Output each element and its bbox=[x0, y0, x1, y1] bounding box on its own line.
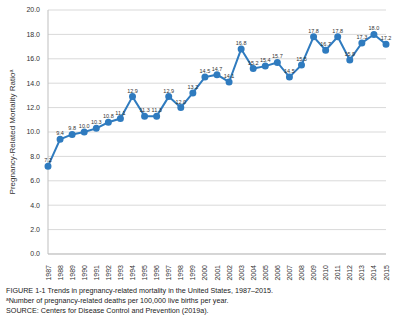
svg-text:15.4: 15.4 bbox=[260, 57, 271, 63]
svg-text:16.0: 16.0 bbox=[26, 55, 40, 62]
svg-text:12.9: 12.9 bbox=[127, 88, 138, 94]
svg-text:14.5: 14.5 bbox=[200, 68, 211, 74]
svg-text:14.7: 14.7 bbox=[212, 66, 223, 72]
html-text:FIGURE 1-1 Trends in pregnancy: FIGURE 1-1 Trends in pregnancy-related m… bbox=[6, 286, 273, 295]
svg-text:1999: 1999 bbox=[189, 265, 196, 281]
svg-text:2003: 2003 bbox=[238, 265, 245, 281]
svg-text:0.0: 0.0 bbox=[30, 250, 40, 257]
html-text:SOURCE: Centers for Disease Co: SOURCE: Centers for Disease Control and … bbox=[6, 306, 209, 315]
svg-text:15.2: 15.2 bbox=[248, 60, 259, 66]
svg-text:20.0: 20.0 bbox=[26, 6, 40, 13]
svg-text:15.7: 15.7 bbox=[272, 53, 283, 59]
svg-text:2001: 2001 bbox=[214, 265, 221, 281]
svg-text:2012: 2012 bbox=[346, 265, 353, 281]
svg-text:2009: 2009 bbox=[310, 265, 317, 281]
svg-text:4.0: 4.0 bbox=[30, 202, 40, 209]
svg-text:1987: 1987 bbox=[45, 265, 52, 281]
svg-text:1996: 1996 bbox=[153, 265, 160, 281]
svg-text:13.2: 13.2 bbox=[187, 84, 198, 90]
svg-text:2011: 2011 bbox=[334, 265, 341, 280]
svg-text:1990: 1990 bbox=[81, 265, 88, 281]
svg-text:10.3: 10.3 bbox=[91, 119, 102, 125]
svg-text:15.9: 15.9 bbox=[344, 51, 355, 57]
svg-text:2013: 2013 bbox=[358, 265, 365, 281]
svg-text:18.0: 18.0 bbox=[26, 31, 40, 38]
svg-text:7.2: 7.2 bbox=[44, 157, 52, 163]
svg-text:1989: 1989 bbox=[69, 265, 76, 281]
svg-text:2004: 2004 bbox=[250, 265, 257, 281]
svg-text:11.1: 11.1 bbox=[115, 110, 125, 116]
svg-text:12.0: 12.0 bbox=[175, 99, 186, 105]
svg-text:Pregnancy-Related Mortality Ra: Pregnancy-Related Mortality Ratioᵃ bbox=[8, 69, 17, 195]
svg-text:17.3: 17.3 bbox=[356, 34, 367, 40]
svg-text:2014: 2014 bbox=[370, 265, 377, 281]
svg-text:12.0: 12.0 bbox=[26, 104, 40, 111]
svg-text:17.2: 17.2 bbox=[381, 35, 392, 41]
svg-text:6.0: 6.0 bbox=[30, 177, 40, 184]
svg-text:14.5: 14.5 bbox=[284, 68, 295, 74]
svg-text:9.4: 9.4 bbox=[56, 130, 64, 136]
svg-text:14.1: 14.1 bbox=[224, 73, 235, 79]
svg-text:2005: 2005 bbox=[262, 265, 269, 281]
svg-text:8.0: 8.0 bbox=[30, 153, 40, 160]
svg-text:2002: 2002 bbox=[226, 265, 233, 281]
svg-text:12.9: 12.9 bbox=[163, 88, 174, 94]
svg-text:1992: 1992 bbox=[105, 265, 112, 281]
svg-text:2000: 2000 bbox=[201, 265, 208, 281]
svg-text:10.8: 10.8 bbox=[103, 113, 114, 119]
html-text:ᵃNumber of pregnancy-related d: ᵃNumber of pregnancy-related deaths per … bbox=[6, 296, 229, 305]
svg-text:2.0: 2.0 bbox=[30, 226, 40, 233]
svg-text:17.8: 17.8 bbox=[332, 28, 343, 34]
svg-text:1994: 1994 bbox=[129, 265, 136, 281]
svg-text:10.0: 10.0 bbox=[79, 123, 90, 129]
svg-text:1988: 1988 bbox=[57, 265, 64, 281]
svg-text:9.8: 9.8 bbox=[68, 125, 76, 131]
svg-text:18.0: 18.0 bbox=[369, 25, 380, 31]
svg-text:14.0: 14.0 bbox=[26, 80, 40, 87]
svg-text:2010: 2010 bbox=[322, 265, 329, 281]
svg-text:16.7: 16.7 bbox=[320, 41, 331, 47]
svg-text:1997: 1997 bbox=[165, 265, 172, 281]
svg-text:15.5: 15.5 bbox=[296, 56, 307, 62]
svg-text:17.8: 17.8 bbox=[308, 28, 319, 34]
svg-text:1998: 1998 bbox=[177, 265, 184, 281]
svg-text:2008: 2008 bbox=[298, 265, 305, 281]
svg-text:11.3: 11.3 bbox=[139, 107, 149, 113]
svg-text:2015: 2015 bbox=[383, 265, 390, 281]
svg-text:1995: 1995 bbox=[141, 265, 148, 281]
svg-text:16.8: 16.8 bbox=[236, 40, 247, 46]
svg-text:1993: 1993 bbox=[117, 265, 124, 281]
svg-text:2006: 2006 bbox=[274, 265, 281, 281]
svg-text:11.3: 11.3 bbox=[151, 107, 161, 113]
svg-text:1991: 1991 bbox=[93, 265, 100, 281]
svg-text:2007: 2007 bbox=[286, 265, 293, 281]
svg-text:10.0: 10.0 bbox=[26, 128, 40, 135]
